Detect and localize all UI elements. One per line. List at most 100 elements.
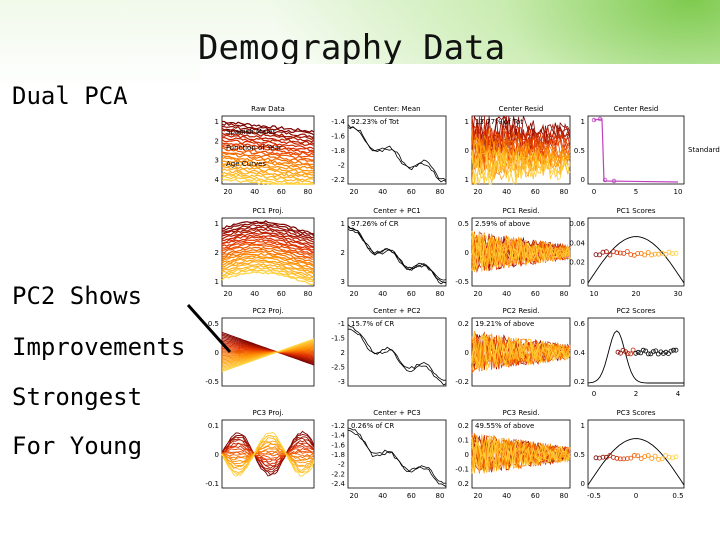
score-point [624,249,630,254]
x-tick-label: 40 [378,492,387,500]
series-line [221,132,315,145]
series-line [347,227,447,281]
y-tick-label: 0.6 [574,320,586,328]
y-tick-label: 0 [215,451,219,459]
y-tick-label: -0.1 [455,466,469,474]
panel-title: Center: Mean [373,105,420,113]
series-line [221,240,314,255]
x-tick-label: 40 [378,188,387,196]
series-line [221,447,315,461]
panel-overlay-text: 0.26% of CR [351,422,394,430]
series-line [221,434,315,475]
score-point [642,252,648,258]
series-line [221,269,315,283]
y-tick-label: 0.2 [574,378,585,386]
y-tick-label: -1.6 [331,133,345,141]
x-tick-label: 20 [224,290,233,298]
score-point [653,348,659,354]
score-point [617,456,623,462]
y-tick-label: -1 [338,320,345,328]
x-tick-label: 4 [676,390,681,398]
x-tick-label: 60 [531,188,540,196]
panel-4: Center Resid Standard 1 0.5 00 5 10 [574,105,720,196]
y-tick-label: -1.6 [331,441,345,449]
series-line [221,145,315,158]
score-point [665,351,671,357]
y-tick-label: 4 [215,176,220,184]
panel-annotation: Spanish Males [226,128,276,136]
series-line [221,246,315,260]
score-point [659,456,665,462]
panel-overlay-text: 13.77% of Tot [475,118,523,126]
x-tick-label: 0.5 [672,492,683,500]
x-tick-label: 40 [502,290,511,298]
score-density-curve [587,236,685,284]
y-tick-label: -0.2 [455,378,469,386]
y-tick-label: -2.2 [331,470,345,478]
series-line [348,328,447,386]
panel-3: Center Resid 13.77% of Tot 1 0 1 20 40 60 80 [465,105,571,196]
series-line [221,448,315,461]
score-point [635,251,641,256]
x-tick-label: 80 [560,492,569,500]
score-density-curve [587,438,685,486]
panel-title: Center Resid [499,105,544,113]
y-tick-label: -0.1 [205,480,219,488]
score-point [660,350,666,356]
score-point [652,453,658,459]
y-tick-label: 2 [341,349,345,357]
score-point [670,251,675,257]
y-tick-label: 1 [581,118,585,126]
x-tick-label: 80 [436,492,445,500]
score-point [656,456,662,462]
x-tick-label: 60 [531,492,540,500]
score-point [663,251,669,257]
panel-annotation: Standard [688,146,720,154]
label-dual-pca: Dual PCA [12,82,128,110]
score-density-curve [587,330,684,384]
label-pc2-shows: PC2 Shows [12,282,143,310]
panel-overlay-text: 19.21% of above [475,320,534,328]
x-tick-label: 0 [592,188,596,196]
score-point [638,350,644,356]
series-line [221,234,315,249]
y-tick-label: 0.2 [458,480,469,488]
series-line [221,220,315,235]
panel-13: PC3 Proj. 0.1 0 -0.1 [205,409,315,489]
series-line [222,120,315,133]
y-tick-label: -1.8 [331,451,345,459]
panel-frame [347,115,447,185]
x-tick-label: 0 [634,492,638,500]
y-tick-label: 0 [581,278,585,286]
score-point [617,250,623,256]
score-point [652,251,658,257]
score-point [593,252,599,258]
panel-title: PC1 Proj. [252,207,283,215]
scree-point [602,177,608,183]
y-tick-label: -1.8 [331,147,345,155]
panel-15: PC3 Resid. 49.55% of above 0.2 0.1 0 -0.1 0.2 2… [455,409,571,500]
series-line [221,439,315,469]
score-point [633,350,639,356]
score-point [621,456,627,462]
y-tick-label: -0.5 [455,278,469,286]
y-tick-label: 1 [215,220,219,228]
series-line [471,149,571,185]
series-line [471,336,571,371]
score-point [668,348,674,354]
series-line [221,122,315,136]
y-tick-label: -2 [338,461,345,469]
score-point [673,347,679,353]
x-tick-label: 0 [592,390,596,398]
x-tick-label: 40 [378,290,387,298]
panel-title: Raw Data [251,105,285,113]
series-line [221,437,315,471]
panel-overlay-text: 92.23% of Tot [351,118,399,126]
panel-title: Center + PC2 [373,307,420,315]
y-tick-label: 0.02 [569,259,585,267]
y-tick-label: 1 [465,176,469,184]
scree-point [597,116,603,122]
score-point [658,349,664,355]
series-line [471,440,571,473]
series-line [221,222,315,237]
